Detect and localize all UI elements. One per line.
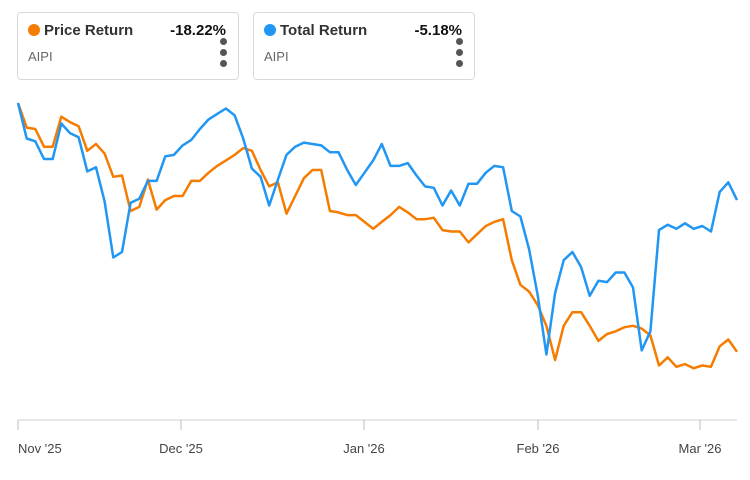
more-options-icon[interactable] bbox=[220, 38, 228, 78]
series-line-price-return[interactable] bbox=[16, 102, 739, 370]
more-options-icon[interactable] bbox=[456, 38, 464, 78]
price-return-dot-icon bbox=[28, 24, 40, 36]
total-return-dot-icon bbox=[264, 24, 276, 36]
x-tick-label: Mar '26 bbox=[679, 441, 722, 456]
legend-card-price-return[interactable]: Price Return -18.22% AIPI bbox=[17, 12, 239, 80]
legend-series-name: Price Return bbox=[44, 22, 134, 39]
x-tick-label: Jan '26 bbox=[343, 441, 385, 456]
x-tick-label: Feb '26 bbox=[517, 441, 560, 456]
legend-series-value: -18.22% bbox=[170, 22, 226, 39]
legend-series-value: -5.18% bbox=[414, 22, 462, 39]
legend-card-total-return[interactable]: Total Return -5.18% AIPI bbox=[253, 12, 475, 80]
legend-series-name: Total Return bbox=[280, 22, 368, 39]
legend-ticker: AIPI bbox=[264, 49, 289, 64]
legend-ticker: AIPI bbox=[28, 49, 53, 64]
x-tick-label: Nov '25 bbox=[18, 441, 62, 456]
x-tick-label: Dec '25 bbox=[159, 441, 203, 456]
series-line-total-return[interactable] bbox=[16, 102, 739, 356]
